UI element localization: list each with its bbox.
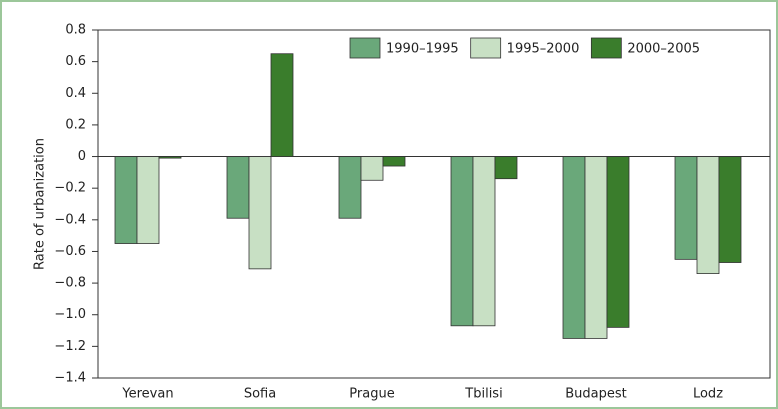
bar <box>696 156 720 274</box>
x-tick-label: Lodz <box>693 387 723 402</box>
x-tick-label: Budapest <box>565 387 627 402</box>
y-axis-label: Rate of urbanization <box>33 138 48 270</box>
y-tick-label: 0.8 <box>65 23 86 38</box>
bar <box>584 156 608 339</box>
bar <box>562 156 586 339</box>
y-tick-label: −0.2 <box>54 181 86 196</box>
y-tick-label: −0.4 <box>54 212 86 227</box>
bar <box>382 156 406 167</box>
y-tick-label: 0 <box>78 149 86 164</box>
x-tick-label: Yerevan <box>121 387 173 402</box>
legend-label: 1995–2000 <box>507 42 580 57</box>
bar <box>494 156 518 180</box>
y-tick-label: −1.4 <box>54 371 86 386</box>
y-tick-label: 0.6 <box>65 54 86 69</box>
x-tick-label: Sofia <box>244 387 276 402</box>
bar <box>450 156 474 327</box>
bar <box>472 156 496 327</box>
bar <box>360 156 384 181</box>
bar <box>226 156 250 219</box>
legend-label: 2000–2005 <box>627 42 700 57</box>
bar <box>248 156 272 270</box>
bar <box>270 53 294 157</box>
bar <box>136 156 160 244</box>
legend-swatch <box>349 37 381 59</box>
y-tick-label: 0.4 <box>65 86 86 101</box>
bar <box>674 156 698 260</box>
y-tick-label: 0.2 <box>65 117 86 132</box>
y-tick-label: −1.2 <box>54 339 86 354</box>
legend-label: 1990–1995 <box>386 42 459 57</box>
x-tick-label: Prague <box>349 387 394 402</box>
plot-area <box>97 29 771 379</box>
legend-swatch <box>590 37 622 59</box>
legend-swatch <box>470 37 502 59</box>
bar <box>718 156 742 263</box>
y-tick-label: −0.6 <box>54 244 86 259</box>
bar <box>338 156 362 219</box>
bar <box>114 156 138 244</box>
y-tick-label: −1.0 <box>54 307 86 322</box>
bar <box>606 156 630 328</box>
x-tick-label: Tbilisi <box>464 387 502 402</box>
bar <box>158 156 182 159</box>
y-tick-label: −0.8 <box>54 276 86 291</box>
